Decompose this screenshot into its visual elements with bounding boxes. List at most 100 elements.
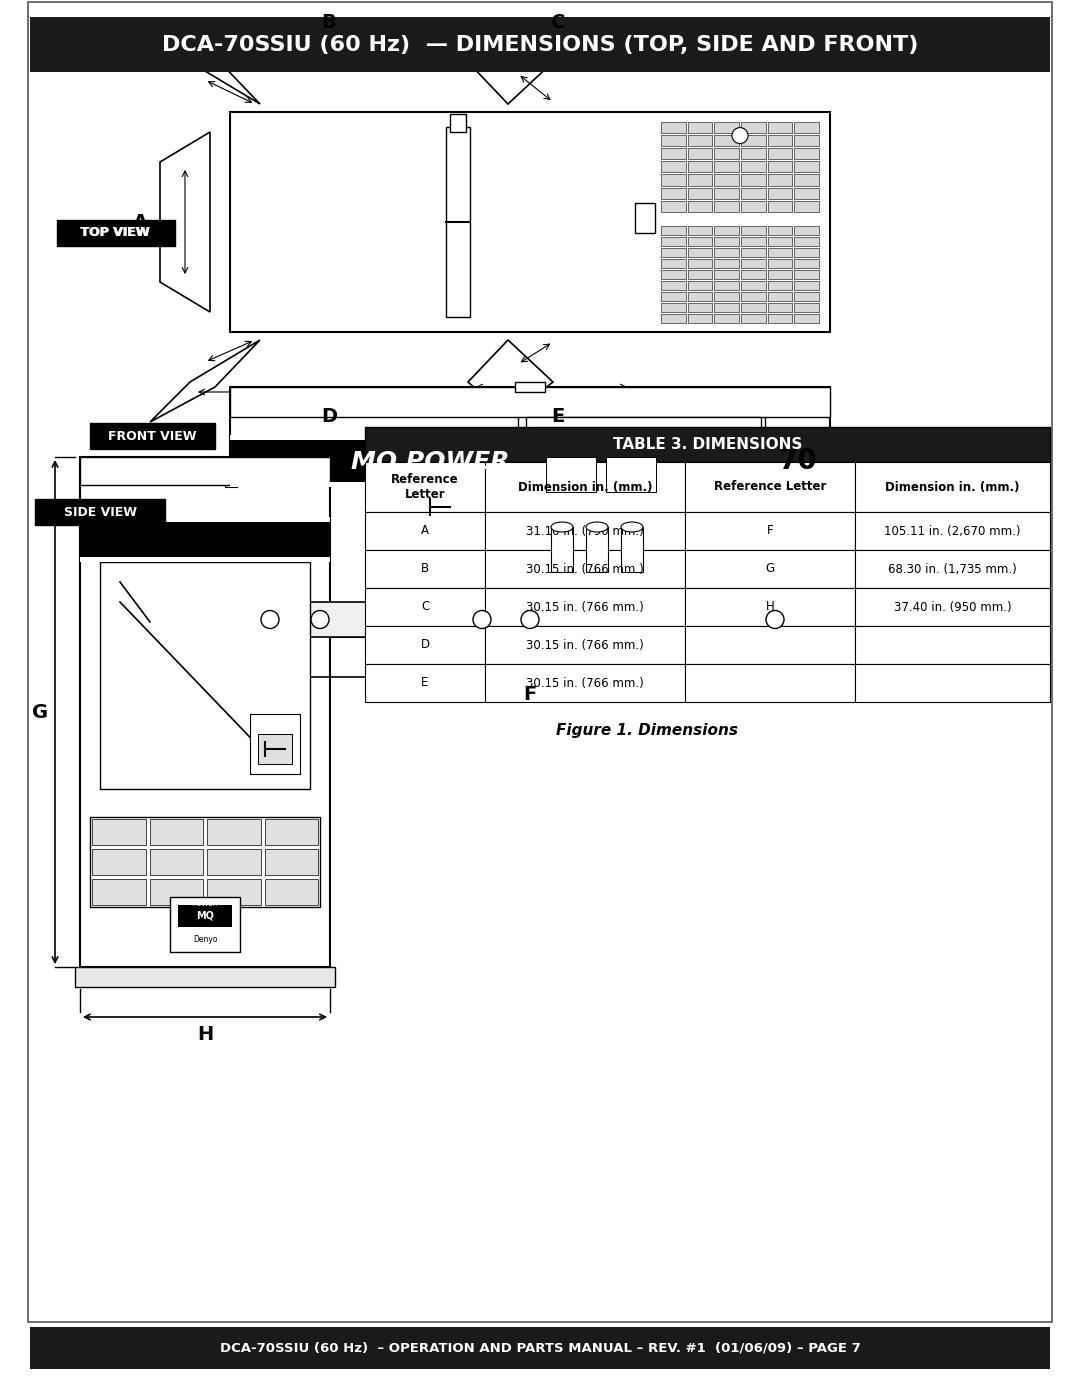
Bar bbox=[178, 905, 232, 928]
Bar bbox=[741, 237, 766, 246]
Bar bbox=[409, 503, 423, 520]
Text: 30.15 in. (766 mm.): 30.15 in. (766 mm.) bbox=[526, 676, 644, 690]
Ellipse shape bbox=[586, 522, 608, 532]
Bar bbox=[230, 387, 831, 637]
Text: TABLE 3. DIMENSIONS: TABLE 3. DIMENSIONS bbox=[612, 437, 802, 453]
Text: D: D bbox=[321, 408, 337, 426]
Bar bbox=[741, 270, 766, 279]
Bar bbox=[57, 219, 175, 246]
Bar bbox=[90, 817, 320, 907]
Bar bbox=[485, 588, 685, 626]
Circle shape bbox=[483, 527, 503, 548]
Bar bbox=[442, 539, 456, 556]
Bar bbox=[741, 134, 766, 147]
Bar bbox=[426, 521, 440, 538]
Bar bbox=[794, 175, 819, 186]
Text: Dimension in. (mm.): Dimension in. (mm.) bbox=[886, 481, 1020, 493]
Bar bbox=[855, 511, 1050, 550]
Bar bbox=[409, 539, 423, 556]
Text: B: B bbox=[421, 563, 429, 576]
Text: DCA-70SSIU (60 Hz)  – OPERATION AND PARTS MANUAL – REV. #1  (01/06/09) – PAGE 7: DCA-70SSIU (60 Hz) – OPERATION AND PARTS… bbox=[219, 1341, 861, 1355]
Bar bbox=[661, 249, 686, 257]
Ellipse shape bbox=[551, 522, 573, 532]
Bar bbox=[794, 281, 819, 291]
Bar bbox=[714, 314, 739, 323]
Text: A: A bbox=[133, 212, 148, 232]
Bar bbox=[365, 588, 485, 626]
Bar bbox=[92, 879, 146, 905]
Bar bbox=[768, 314, 793, 323]
Bar bbox=[426, 539, 440, 556]
Bar bbox=[420, 488, 460, 527]
Bar bbox=[661, 175, 686, 186]
Bar bbox=[80, 557, 330, 562]
Bar bbox=[688, 134, 713, 147]
Bar bbox=[30, 1327, 1050, 1369]
Text: Reference
Letter: Reference Letter bbox=[391, 474, 459, 502]
Bar bbox=[688, 314, 713, 323]
Bar bbox=[768, 292, 793, 300]
Bar bbox=[794, 237, 819, 246]
Polygon shape bbox=[468, 27, 553, 103]
Bar bbox=[688, 148, 713, 159]
Bar bbox=[526, 416, 761, 608]
Bar bbox=[230, 440, 831, 482]
Text: TOP VIEW: TOP VIEW bbox=[81, 226, 150, 239]
Bar bbox=[741, 281, 766, 291]
Text: C: C bbox=[421, 601, 429, 613]
Bar bbox=[393, 521, 407, 538]
Bar bbox=[661, 281, 686, 291]
Bar bbox=[265, 879, 318, 905]
Bar bbox=[741, 187, 766, 198]
Text: C: C bbox=[551, 13, 565, 32]
Bar bbox=[507, 539, 521, 556]
Bar bbox=[714, 270, 739, 279]
Bar bbox=[661, 270, 686, 279]
Bar bbox=[551, 527, 573, 571]
Bar bbox=[485, 550, 685, 588]
Bar bbox=[225, 462, 237, 486]
Bar bbox=[714, 187, 739, 198]
Bar bbox=[794, 226, 819, 235]
Bar bbox=[490, 539, 504, 556]
Text: Figure 1. Dimensions: Figure 1. Dimensions bbox=[556, 722, 739, 738]
Bar bbox=[365, 664, 485, 703]
Bar bbox=[714, 161, 739, 172]
Bar bbox=[365, 550, 485, 588]
Bar bbox=[762, 527, 773, 548]
Text: POWER: POWER bbox=[192, 901, 218, 907]
Bar bbox=[714, 237, 739, 246]
Text: E: E bbox=[421, 676, 429, 690]
Bar bbox=[685, 511, 855, 550]
Bar bbox=[207, 849, 260, 875]
Bar bbox=[741, 303, 766, 312]
Bar bbox=[714, 201, 739, 212]
Bar bbox=[485, 626, 685, 664]
Bar bbox=[688, 258, 713, 268]
Bar bbox=[80, 457, 330, 485]
Circle shape bbox=[766, 610, 784, 629]
Bar bbox=[685, 550, 855, 588]
Bar bbox=[249, 714, 300, 774]
Bar bbox=[661, 226, 686, 235]
Text: 70: 70 bbox=[778, 447, 816, 475]
Text: G: G bbox=[32, 703, 49, 721]
Polygon shape bbox=[160, 131, 210, 312]
Text: 30.15 in. (766 mm.): 30.15 in. (766 mm.) bbox=[526, 563, 644, 576]
Bar bbox=[230, 482, 831, 488]
Bar bbox=[458, 521, 472, 538]
Bar bbox=[768, 122, 793, 133]
Text: E: E bbox=[552, 408, 565, 426]
Bar bbox=[688, 161, 713, 172]
Bar bbox=[80, 517, 330, 522]
Bar bbox=[230, 387, 831, 416]
Bar bbox=[80, 522, 330, 557]
Bar bbox=[458, 539, 472, 556]
Bar bbox=[714, 292, 739, 300]
Bar bbox=[714, 134, 739, 147]
Bar bbox=[688, 249, 713, 257]
Bar bbox=[688, 187, 713, 198]
Bar bbox=[92, 819, 146, 845]
Text: D: D bbox=[420, 638, 430, 651]
Bar bbox=[149, 879, 203, 905]
